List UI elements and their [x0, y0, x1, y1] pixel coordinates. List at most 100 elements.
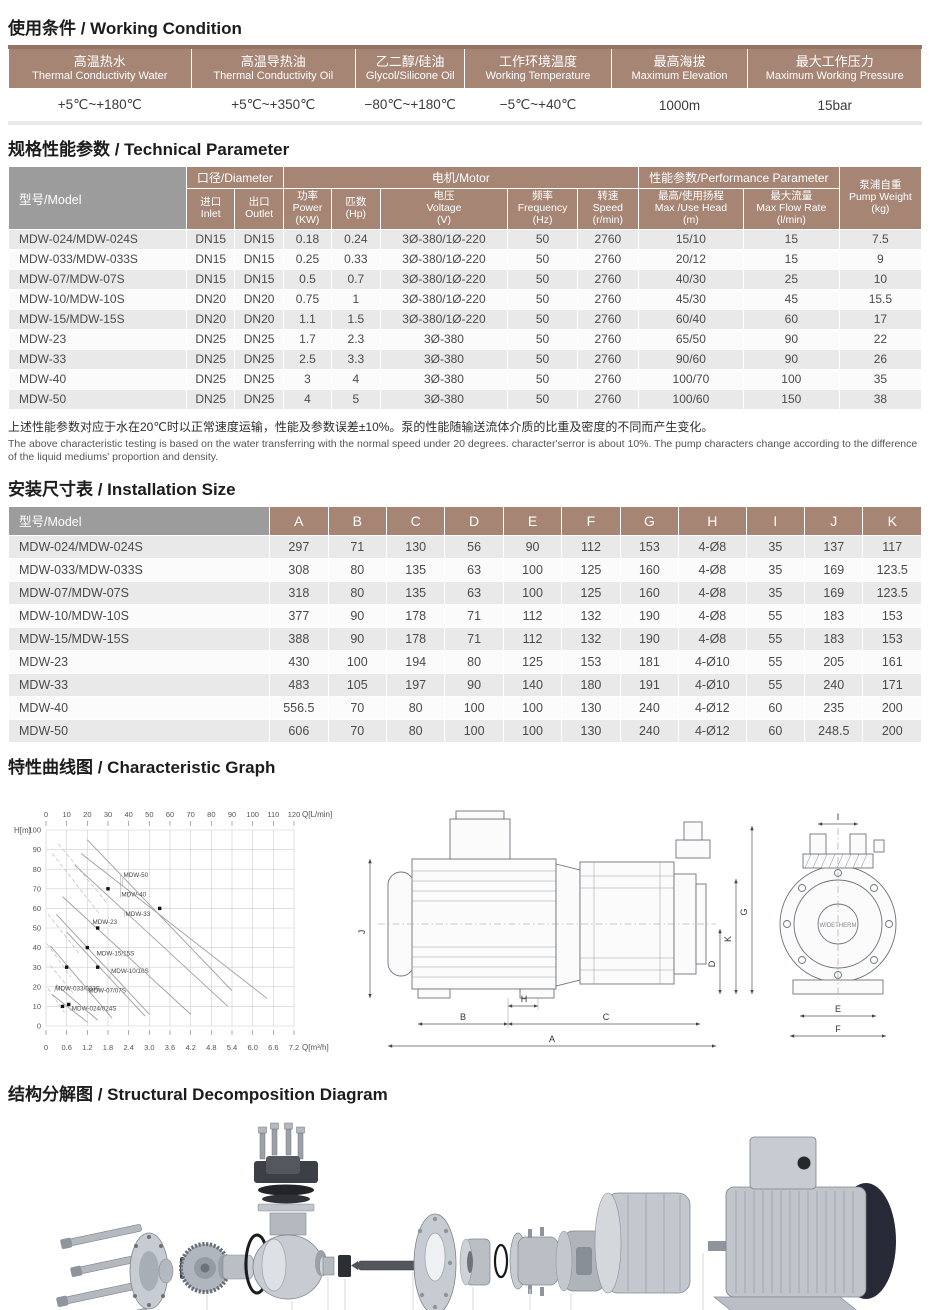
series-label: MDW-07/07S: [88, 988, 126, 995]
dim-label-i: I: [837, 812, 840, 822]
value-cell: 197: [385, 672, 446, 697]
value-cell: DN15: [186, 228, 236, 250]
value-cell: 22: [838, 328, 923, 350]
value-cell: 377: [269, 603, 329, 628]
value-cell: 205: [804, 649, 864, 674]
table-row: MDW-15/MDW-15S 388 90 178 71 112 132 190 4-Ø8 55 1…: [7, 626, 922, 651]
wc-value-cell: −5℃~+40℃: [464, 88, 612, 126]
value-cell: 183: [804, 626, 864, 651]
y-tick: 80: [33, 865, 41, 874]
tp-sub-header: 出口 Outlet: [234, 188, 284, 230]
value-cell: 80: [385, 695, 446, 720]
value-cell: 0.25: [282, 248, 333, 270]
x-top-axis-label: Q[L/min]: [302, 810, 332, 819]
value-cell: 0.33: [331, 248, 381, 270]
value-cell: 56: [444, 534, 504, 559]
series-label: MDW-10/10S: [111, 968, 149, 975]
value-cell: 100: [444, 718, 504, 743]
model-cell: MDW-07/MDW-07S: [7, 268, 188, 290]
value-cell: 2760: [576, 388, 639, 410]
table-row: MDW-024/MDW-024S 297 71 130 56 90 112 153 4-Ø8 35…: [7, 534, 922, 559]
value-cell: 60: [742, 308, 840, 330]
is-header-row: 型号/Model A B C D E F G H I J K: [7, 505, 922, 536]
dim-label-h: H: [521, 994, 528, 1004]
operating-point-marker: [64, 965, 69, 969]
value-cell: 55: [745, 626, 806, 651]
tp-sub-header: 频率 Frequency (Hz): [507, 188, 578, 230]
value-cell: 297: [269, 534, 329, 559]
x-bottom-tick: 1.8: [103, 1043, 113, 1052]
value-cell: 71: [327, 534, 387, 559]
motor-shaft-stub: [708, 1240, 726, 1251]
value-cell: 71: [444, 626, 504, 651]
value-cell: DN15: [234, 248, 284, 270]
value-cell: 123.5: [862, 580, 922, 605]
y-tick: 10: [33, 1002, 41, 1011]
tp-model-header: 型号/Model: [7, 166, 188, 230]
y-tick: 50: [33, 924, 41, 933]
value-cell: DN20: [234, 288, 284, 310]
value-cell: 0.5: [282, 268, 333, 290]
table-row: MDW-024/MDW-024S DN15 DN15 0.18 0.24 3Ø-380/1…: [7, 228, 923, 250]
value-cell: 50: [507, 268, 578, 290]
value-cell: 3Ø-380: [379, 388, 509, 410]
value-cell: DN15: [234, 268, 284, 290]
table-row: MDW-033/MDW-033S 308 80 135 63 100 125 160 4-Ø8 3…: [7, 557, 922, 582]
value-cell: DN25: [186, 328, 236, 350]
terminal-box-lid: [455, 810, 505, 820]
x-top-tick: 120: [288, 810, 301, 819]
value-cell: 150: [742, 388, 840, 410]
dim-label-f: F: [835, 1024, 841, 1034]
x-top-tick: 10: [62, 810, 70, 819]
is-dim-header: E: [502, 505, 563, 536]
section-title-technical-parameter: 规格性能参数 / Technical Parameter: [8, 140, 290, 160]
value-cell: 153: [862, 603, 922, 628]
value-cell: 80: [444, 649, 504, 674]
inlet-stub: [809, 833, 827, 855]
value-cell: 63: [444, 557, 504, 582]
seal-ring: [493, 1243, 509, 1279]
wc-value-cell: +5℃~+180℃: [8, 88, 192, 126]
value-cell: 3Ø-380/1Ø-220: [379, 248, 509, 270]
model-cell: MDW-33: [7, 672, 271, 697]
series-label: MDW-23: [92, 919, 117, 926]
value-cell: 190: [619, 626, 680, 651]
is-dim-header: D: [444, 505, 504, 536]
tp-sub-header: 最大流量 Max Flow Rate (l/min): [742, 188, 840, 230]
x-top-tick: 0: [44, 810, 48, 819]
value-cell: 125: [502, 649, 563, 674]
value-cell: 15: [742, 228, 840, 250]
value-cell: 191: [619, 672, 680, 697]
dim-label-c: C: [603, 1012, 610, 1022]
value-cell: DN20: [234, 308, 284, 330]
value-cell: 100/60: [637, 388, 744, 410]
is-dim-header: F: [561, 505, 621, 536]
y-tick: 20: [33, 982, 41, 991]
value-cell: 3Ø-380/1Ø-220: [379, 308, 509, 330]
value-cell: 35: [838, 368, 923, 390]
vent-plug: [873, 839, 885, 853]
model-cell: MDW-40: [7, 695, 271, 720]
model-cell: MDW-23: [7, 328, 188, 350]
value-cell: 1: [331, 288, 381, 310]
tp-diameter-group-header: 口径/Diameter: [186, 166, 284, 190]
outside-magnet: [555, 1230, 605, 1292]
value-cell: 4: [331, 368, 381, 390]
y-tick: 60: [33, 904, 41, 913]
x-bottom-tick: 3.0: [144, 1043, 154, 1052]
value-cell: 137: [804, 534, 864, 559]
model-cell: MDW-50: [7, 388, 188, 410]
value-cell: 4: [282, 388, 333, 410]
value-cell: 2760: [576, 348, 639, 370]
tp-sub-header: 电压 Voltage (V): [379, 188, 509, 230]
pump-body: [252, 1212, 327, 1300]
value-cell: 80: [327, 557, 387, 582]
pump-front-view: WIDETHERM I E F: [779, 812, 897, 1038]
value-cell: 240: [619, 695, 680, 720]
value-cell: 50: [507, 228, 578, 250]
value-cell: 15: [742, 248, 840, 270]
value-cell: 50: [507, 328, 578, 350]
model-cell: MDW-23: [7, 649, 271, 674]
working-condition-header-row: 高温热水 Thermal Conductivity Water 高温导热油 Therm…: [8, 46, 922, 90]
tp-motor-group-header: 电机/Motor: [282, 166, 639, 190]
